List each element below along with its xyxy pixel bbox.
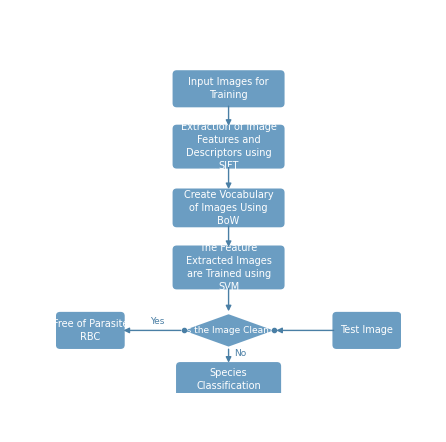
Text: Create Vocabulary
of Images Using
BoW: Create Vocabulary of Images Using BoW — [184, 190, 273, 226]
Text: No: No — [234, 349, 246, 358]
FancyBboxPatch shape — [332, 312, 401, 349]
Text: Test Image: Test Image — [340, 325, 393, 335]
FancyBboxPatch shape — [176, 362, 281, 397]
Polygon shape — [184, 314, 273, 347]
FancyBboxPatch shape — [173, 70, 285, 107]
Text: Input Images for
Training: Input Images for Training — [188, 77, 269, 100]
FancyBboxPatch shape — [173, 188, 285, 227]
Text: Is the Image Clean?: Is the Image Clean? — [184, 326, 273, 335]
FancyBboxPatch shape — [173, 125, 285, 168]
FancyBboxPatch shape — [56, 312, 125, 349]
Text: Species
Classification: Species Classification — [196, 368, 261, 391]
Text: Free of Parasite
RBC: Free of Parasite RBC — [53, 319, 128, 342]
Text: Yes: Yes — [151, 317, 165, 326]
Text: Extraction of Image
Features and
Descriptors using
SIFT: Extraction of Image Features and Descrip… — [181, 122, 277, 171]
FancyBboxPatch shape — [173, 245, 285, 290]
Text: The Feature
Extracted Images
are Trained using
SVM: The Feature Extracted Images are Trained… — [186, 243, 272, 292]
